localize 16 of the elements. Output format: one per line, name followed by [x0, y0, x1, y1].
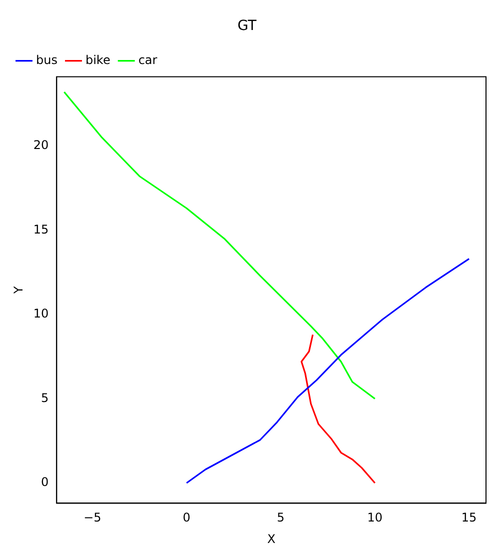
y-tick-label: 20 — [33, 138, 49, 152]
x-tick-label: 0 — [182, 510, 190, 525]
x-tick-label: −5 — [84, 510, 102, 525]
y-axis-title: Y — [11, 286, 26, 295]
chart-title: GT — [238, 18, 257, 34]
x-tick-label: 10 — [367, 510, 383, 525]
y-tick-label: 5 — [41, 390, 49, 405]
x-axis-title: X — [267, 532, 276, 546]
y-tick-label: 15 — [33, 222, 49, 236]
y-tick-label: 0 — [41, 475, 49, 490]
legend-label: car — [138, 52, 158, 67]
x-tick-label: 5 — [276, 510, 285, 525]
legend-label: bus — [36, 52, 58, 67]
y-tick-label: 10 — [33, 306, 49, 321]
legend-label: bike — [85, 52, 110, 67]
x-tick-label: 15 — [461, 510, 477, 525]
